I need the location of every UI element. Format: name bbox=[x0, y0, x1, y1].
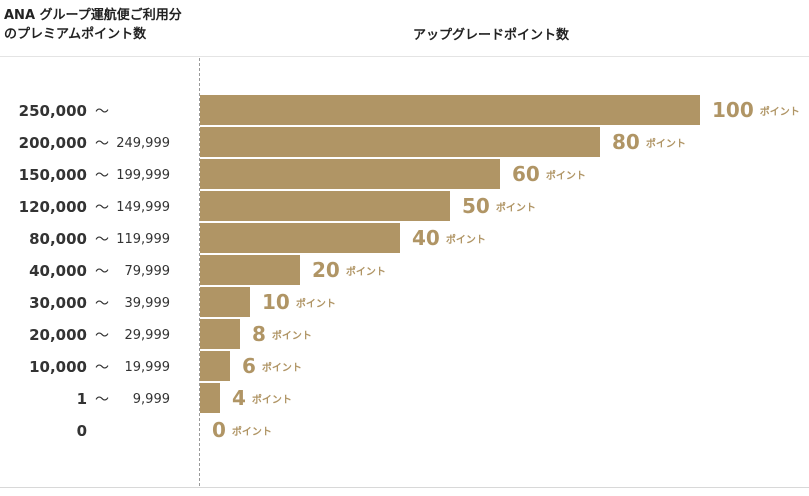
bar-value-number: 80 bbox=[612, 130, 640, 154]
bar-value-label: 8 ポイント bbox=[252, 322, 312, 346]
bar-value-number: 10 bbox=[262, 290, 290, 314]
bar-value-unit: ポイント bbox=[272, 329, 312, 342]
bar-value-number: 4 bbox=[232, 386, 246, 410]
bar bbox=[200, 223, 400, 253]
bar-value-unit: ポイント bbox=[760, 105, 800, 118]
bar bbox=[200, 159, 500, 189]
category-max-label: 119,999 bbox=[116, 232, 170, 247]
bar-value-unit: ポイント bbox=[496, 201, 536, 214]
category-max-label: 29,999 bbox=[125, 328, 171, 343]
category-max-label: 199,999 bbox=[116, 168, 170, 183]
bar-value-label: 6 ポイント bbox=[242, 354, 302, 378]
category-tilde: ～ bbox=[95, 328, 109, 344]
category-tilde: ～ bbox=[95, 264, 109, 280]
category-max-label: 149,999 bbox=[116, 200, 170, 215]
category-tilde: ～ bbox=[95, 136, 109, 152]
bar bbox=[200, 127, 600, 157]
bar-value-unit: ポイント bbox=[646, 137, 686, 150]
category-max-label: 9,999 bbox=[133, 392, 170, 407]
bar-value-unit: ポイント bbox=[346, 265, 386, 278]
category-min-label: 40,000 bbox=[29, 262, 87, 280]
category-min-label: 80,000 bbox=[29, 230, 87, 248]
bar-value-number: 8 bbox=[252, 322, 266, 346]
bar bbox=[200, 191, 450, 221]
category-min-label: 200,000 bbox=[19, 134, 87, 152]
bar-value-label: 4 ポイント bbox=[232, 386, 292, 410]
y-axis-title: ANA グループ運航便ご利用分 のプレミアムポイント数 bbox=[4, 6, 194, 44]
bar bbox=[200, 287, 250, 317]
bar bbox=[200, 95, 700, 125]
bar-value-label: 0 ポイント bbox=[212, 418, 272, 442]
category-min-label: 0 bbox=[77, 422, 87, 440]
category-tilde: ～ bbox=[95, 392, 109, 408]
category-max-label: 19,999 bbox=[125, 360, 171, 375]
category-max-label: 79,999 bbox=[125, 264, 171, 279]
bar-value-number: 0 bbox=[212, 418, 226, 442]
category-tilde: ～ bbox=[95, 296, 109, 312]
y-axis-line bbox=[199, 58, 200, 486]
header-divider bbox=[0, 56, 809, 57]
bar bbox=[200, 319, 240, 349]
bar-value-unit: ポイント bbox=[232, 425, 272, 438]
bar-value-label: 40 ポイント bbox=[412, 226, 486, 250]
category-max-label: 249,999 bbox=[116, 136, 170, 151]
category-min-label: 10,000 bbox=[29, 358, 87, 376]
bar-value-label: 10 ポイント bbox=[262, 290, 336, 314]
bar-value-unit: ポイント bbox=[262, 361, 302, 374]
footer-divider bbox=[0, 487, 809, 488]
bar-value-unit: ポイント bbox=[446, 233, 486, 246]
category-min-label: 150,000 bbox=[19, 166, 87, 184]
category-max-label: 39,999 bbox=[125, 296, 171, 311]
category-tilde: ～ bbox=[95, 168, 109, 184]
category-min-label: 1 bbox=[77, 390, 87, 408]
bar bbox=[200, 351, 230, 381]
bar-value-number: 40 bbox=[412, 226, 440, 250]
category-tilde: ～ bbox=[95, 200, 109, 216]
bar-value-label: 50 ポイント bbox=[462, 194, 536, 218]
category-min-label: 120,000 bbox=[19, 198, 87, 216]
bar-value-label: 100 ポイント bbox=[712, 98, 800, 122]
category-min-label: 30,000 bbox=[29, 294, 87, 312]
bar-value-number: 20 bbox=[312, 258, 340, 282]
bar-value-unit: ポイント bbox=[252, 393, 292, 406]
bar-value-number: 50 bbox=[462, 194, 490, 218]
bar bbox=[200, 255, 300, 285]
bar-value-label: 60 ポイント bbox=[512, 162, 586, 186]
category-min-label: 250,000 bbox=[19, 102, 87, 120]
category-min-label: 20,000 bbox=[29, 326, 87, 344]
bar-value-label: 20 ポイント bbox=[312, 258, 386, 282]
bar-value-unit: ポイント bbox=[296, 297, 336, 310]
category-tilde: ～ bbox=[95, 104, 109, 120]
bar-value-label: 80 ポイント bbox=[612, 130, 686, 154]
y-axis-title-line2: のプレミアムポイント数 bbox=[4, 27, 147, 42]
bar-value-number: 60 bbox=[512, 162, 540, 186]
bar bbox=[200, 383, 220, 413]
category-tilde: ～ bbox=[95, 360, 109, 376]
bar-value-unit: ポイント bbox=[546, 169, 586, 182]
y-axis-title-line1: ANA グループ運航便ご利用分 bbox=[4, 8, 182, 23]
bar-value-number: 100 bbox=[712, 98, 754, 122]
bar-value-number: 6 bbox=[242, 354, 256, 378]
x-axis-title: アップグレードポイント数 bbox=[413, 28, 570, 43]
category-tilde: ～ bbox=[95, 232, 109, 248]
